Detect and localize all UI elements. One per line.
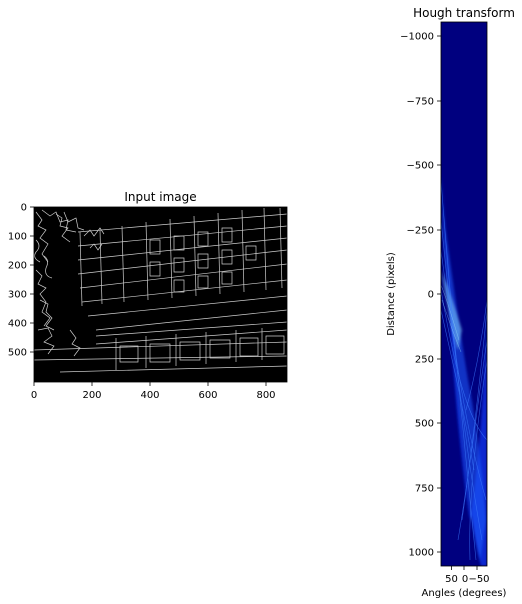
input-image-panel: Input image bbox=[8, 190, 288, 401]
hough-panel: Hough transform bbox=[386, 6, 515, 599]
y-tick-label: −500 bbox=[407, 161, 434, 172]
input-image-title: Input image bbox=[124, 190, 196, 204]
x-tick-label: 0 bbox=[462, 574, 468, 585]
y-tick-label: 1000 bbox=[409, 548, 434, 559]
x-tick-label: 50 bbox=[445, 574, 458, 585]
y-tick-label: −750 bbox=[407, 97, 434, 108]
y-tick-label: 500 bbox=[8, 348, 27, 359]
x-tick-label: 800 bbox=[256, 390, 275, 401]
y-tick-label: 300 bbox=[8, 290, 27, 301]
y-tick-label: 500 bbox=[415, 419, 434, 430]
input-image-y-axis: 0 100 200 300 400 500 bbox=[8, 203, 34, 359]
y-tick-label: 250 bbox=[415, 355, 434, 366]
x-tick-label: 0 bbox=[31, 390, 37, 401]
y-tick-label: 200 bbox=[8, 261, 27, 272]
y-tick-label: 750 bbox=[415, 484, 434, 495]
hough-title: Hough transform bbox=[413, 6, 515, 20]
x-tick-label: 600 bbox=[198, 390, 217, 401]
hough-y-axis-label: Distance (pixels) bbox=[386, 252, 397, 336]
hough-accumulator bbox=[441, 165, 487, 566]
x-tick-label: 400 bbox=[140, 390, 159, 401]
input-image-frame bbox=[33, 206, 288, 383]
hough-y-axis: −1000 −750 −500 −250 0 250 500 750 1000 bbox=[400, 32, 441, 559]
y-tick-label: 400 bbox=[8, 319, 27, 330]
x-tick-label: −50 bbox=[468, 574, 489, 585]
y-tick-label: −250 bbox=[407, 226, 434, 237]
hough-x-axis: 50 0 −50 bbox=[445, 566, 490, 585]
input-image-x-axis: 0 200 400 600 800 bbox=[31, 382, 276, 401]
y-tick-label: 0 bbox=[21, 203, 27, 214]
y-tick-label: −1000 bbox=[400, 32, 434, 43]
y-tick-label: 0 bbox=[428, 290, 434, 301]
edge-image bbox=[34, 207, 287, 373]
y-tick-label: 100 bbox=[8, 232, 27, 243]
x-tick-label: 200 bbox=[82, 390, 101, 401]
hough-x-axis-label: Angles (degrees) bbox=[422, 588, 507, 599]
